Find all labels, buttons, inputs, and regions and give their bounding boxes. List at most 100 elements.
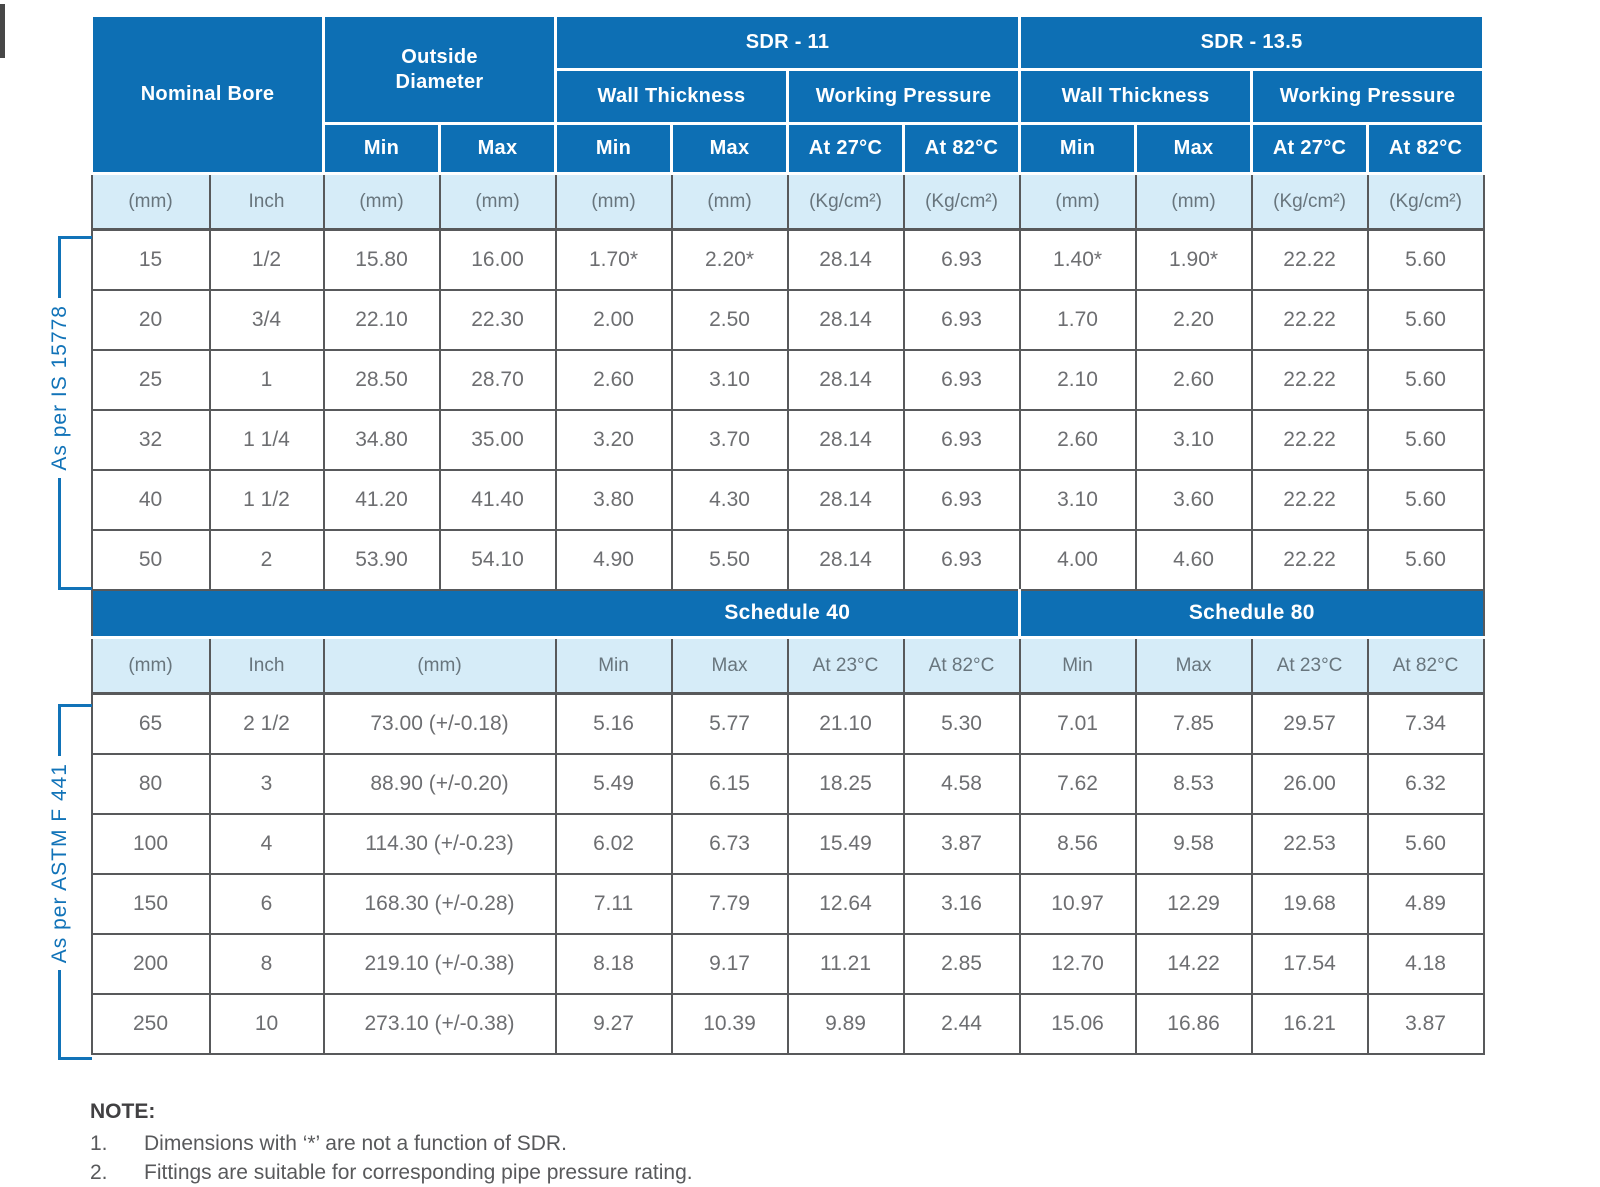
note-item-text: Dimensions with ‘*’ are not a function o…	[144, 1132, 567, 1155]
table-row: Schedule 40 Schedule 80	[90, 588, 1485, 639]
cell: At 23°C	[1250, 636, 1369, 695]
cell: 10.97	[1018, 872, 1137, 935]
cell: 3.20	[554, 408, 673, 471]
cell: (mm)	[670, 172, 789, 231]
cell: 6	[208, 872, 325, 935]
header-working-pressure-sdr135: Working Pressure	[1250, 68, 1486, 125]
cell: 9.27	[554, 992, 673, 1055]
cell: 88.90 (+/-0.20)	[322, 752, 557, 815]
header-outside-diameter: Outside Diameter	[322, 14, 557, 125]
cell: 8.53	[1134, 752, 1253, 815]
cell: 6.73	[670, 812, 789, 875]
cell: (mm)	[322, 172, 441, 231]
table-row: (mm) Inch (mm) (mm) (mm) (mm) (Kg/cm²) (Kg/cm²)…	[90, 172, 1485, 231]
cell: 22.22	[1250, 348, 1369, 411]
schedule-band: Schedule 40 Schedule 80	[90, 588, 1485, 639]
cell: 9.17	[670, 932, 789, 995]
cell: 15.80	[322, 228, 441, 291]
cell: 35.00	[438, 408, 557, 471]
cell: 53.90	[322, 528, 441, 591]
cell: 5.60	[1366, 812, 1485, 875]
side-label-is-15778: As per IS 15778	[48, 236, 92, 590]
cell: 41.20	[322, 468, 441, 531]
page-edge-mark	[0, 4, 5, 58]
cell: 28.14	[786, 228, 905, 291]
cell: Max	[670, 636, 789, 695]
cell: 4.00	[1018, 528, 1137, 591]
cell: 7.34	[1366, 692, 1485, 755]
cell: 3.10	[1018, 468, 1137, 531]
cell: 8.56	[1018, 812, 1137, 875]
table-row: 250 10 273.10 (+/-0.38) 9.27 10.39 9.89 2.44 15…	[90, 992, 1485, 1055]
cell: 10.39	[670, 992, 789, 1055]
cell: (Kg/cm²)	[1250, 172, 1369, 231]
note-item-2: 2. Fittings are suitable for correspondi…	[90, 1158, 1090, 1187]
cell: 4.89	[1366, 872, 1485, 935]
cell: 28.50	[322, 348, 441, 411]
cell: 5.60	[1366, 468, 1485, 531]
cell: 22.22	[1250, 228, 1369, 291]
table-row: 150 6 168.30 (+/-0.28) 7.11 7.79 12.64 3.16 10.…	[90, 872, 1485, 935]
cell: 17.54	[1250, 932, 1369, 995]
cell: 9.89	[786, 992, 905, 1055]
header-wt-max-sdr11: Max	[670, 122, 789, 175]
cell: 65	[90, 692, 211, 755]
header-outside-diameter-label: Outside Diameter	[395, 45, 484, 93]
units-row-top: (mm) Inch (mm) (mm) (mm) (mm) (Kg/cm²) (Kg/cm²)…	[90, 172, 1485, 231]
cell: 19.68	[1250, 872, 1369, 935]
cell: (Kg/cm²)	[1366, 172, 1485, 231]
cell: 3	[208, 752, 325, 815]
cell: 4.60	[1134, 528, 1253, 591]
cell: 8	[208, 932, 325, 995]
cell: 2.60	[554, 348, 673, 411]
cell: 219.10 (+/-0.38)	[322, 932, 557, 995]
cell: 7.62	[1018, 752, 1137, 815]
cell: 20	[90, 288, 211, 351]
table-row: 50 2 53.90 54.10 4.90 5.50 28.14 6.93 4.00 4.60 22…	[90, 528, 1485, 591]
cell: 21.10	[786, 692, 905, 755]
cell: (Kg/cm²)	[786, 172, 905, 231]
cell: 28.14	[786, 288, 905, 351]
units-row-bottom: (mm) Inch (mm) Min Max At 23°C At 82°C Min Max At…	[90, 636, 1485, 695]
cell: 6.93	[902, 468, 1021, 531]
cell: (mm)	[438, 172, 557, 231]
cell: 3.87	[902, 812, 1021, 875]
cell: Min	[1018, 636, 1137, 695]
cell: 3.10	[1134, 408, 1253, 471]
bracket-arm-top	[58, 704, 92, 756]
cell: 2.85	[902, 932, 1021, 995]
cell: Max	[1134, 636, 1253, 695]
cell: 16.00	[438, 228, 557, 291]
cell: 1.90*	[1134, 228, 1253, 291]
cell: 3.16	[902, 872, 1021, 935]
cell: 150	[90, 872, 211, 935]
note-block: NOTE: 1. Dimensions with ‘*’ are not a f…	[90, 1100, 1090, 1187]
note-item-number: 2.	[90, 1161, 108, 1184]
cell: (mm)	[90, 636, 211, 695]
pipe-spec-table: Nominal Bore Outside Diameter SDR - 11 S…	[90, 14, 1486, 1055]
cell: 5.60	[1366, 348, 1485, 411]
cell: 22.22	[1250, 408, 1369, 471]
header-wp-27c-sdr11: At 27°C	[786, 122, 905, 175]
cell: 5.60	[1366, 408, 1485, 471]
cell: (mm)	[322, 636, 557, 695]
cell: 6.32	[1366, 752, 1485, 815]
cell: 6.02	[554, 812, 673, 875]
cell: 1.70*	[554, 228, 673, 291]
cell: 73.00 (+/-0.18)	[322, 692, 557, 755]
cell: 168.30 (+/-0.28)	[322, 872, 557, 935]
cell: 5.60	[1366, 228, 1485, 291]
header-sdr-11: SDR - 11	[553, 14, 1022, 71]
table-row: 20 3/4 22.10 22.30 2.00 2.50 28.14 6.93 1.70 2.20…	[90, 288, 1485, 351]
cell: 5.49	[554, 752, 673, 815]
bracket-arm-top	[58, 236, 92, 298]
cell: 6.93	[902, 348, 1021, 411]
cell: 22.10	[322, 288, 441, 351]
bracket-arm-bottom	[58, 477, 92, 590]
cell: (Kg/cm²)	[902, 172, 1021, 231]
cell: 2.20	[1134, 288, 1253, 351]
cell: 5.30	[902, 692, 1021, 755]
cell: 32	[90, 408, 211, 471]
cell: 4.58	[902, 752, 1021, 815]
cell: 2.50	[670, 288, 789, 351]
